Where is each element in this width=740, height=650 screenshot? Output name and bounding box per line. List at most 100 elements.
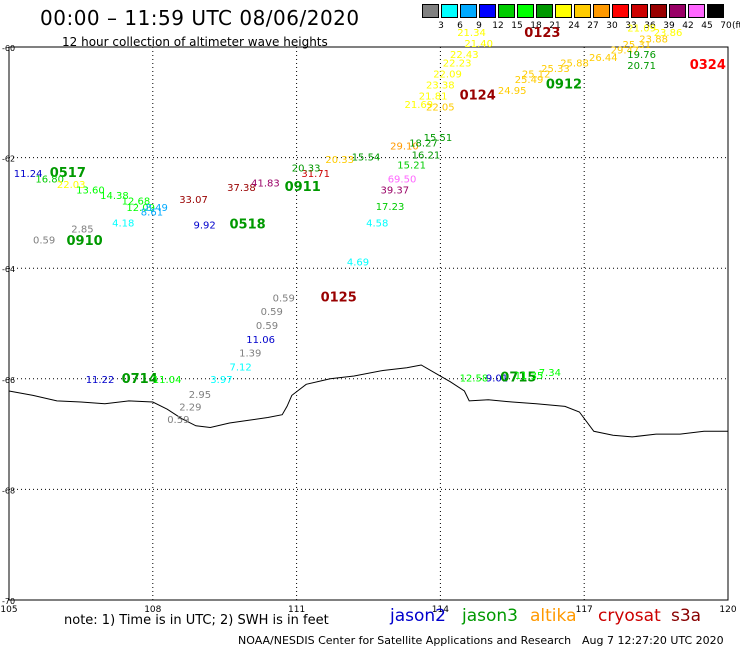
legend-swatch <box>593 4 610 18</box>
legend-label: 21 <box>549 21 561 31</box>
pass-time-label: 0715 <box>500 371 536 386</box>
wave-height-label: 41.83 <box>251 178 280 189</box>
wave-height-label: 2.95 <box>189 390 211 401</box>
wave-height-label: 20.33 <box>292 163 321 174</box>
legend-swatch <box>555 4 572 18</box>
wave-height-label: 0.59 <box>167 415 189 426</box>
page-title: 00:00 – 11:59 UTC 08/06/2020 <box>40 6 360 30</box>
wave-height-label: 23.38 <box>426 81 455 92</box>
page-subtitle: 12 hour collection of altimeter wave hei… <box>62 35 328 49</box>
wave-height-label: 25.31 <box>623 40 652 51</box>
wave-height-label: 8.61 <box>141 208 163 219</box>
wave-height-label: 2.29 <box>179 402 201 413</box>
wave-height-label: 8.49 <box>146 203 168 214</box>
wave-height-label: 11.04 <box>153 375 182 386</box>
lat-tick-label: -66 <box>2 376 15 385</box>
wave-height-label: 2.85 <box>71 224 93 235</box>
legend-label: 6 <box>457 21 463 31</box>
legend-swatch <box>650 4 667 18</box>
legend-swatch <box>479 4 496 18</box>
wave-height-label: 29.47 <box>611 46 640 57</box>
map-grid <box>9 47 728 600</box>
wave-height-label: 29.10 <box>390 141 419 152</box>
wave-height-label: 37.38 <box>227 183 256 194</box>
wave-height-label: 22.23 <box>443 58 472 69</box>
wave-height-label: 7.34 <box>539 368 561 379</box>
legend-swatch <box>669 4 686 18</box>
wave-height-label: 22.05 <box>426 103 455 114</box>
legend-label: 39 <box>663 21 675 31</box>
wave-height-label: 4.18 <box>112 219 134 230</box>
lon-tick-label: 105 <box>0 605 17 615</box>
wave-height-label: 11.24 <box>14 169 43 180</box>
legend-swatch <box>517 4 534 18</box>
wave-height-label: 0.59 <box>256 321 278 332</box>
wave-height-label: 16.80 <box>35 175 64 186</box>
legend-swatch <box>460 4 477 18</box>
pass-time-label: 0124 <box>460 89 496 104</box>
wave-height-label: 0.59 <box>261 307 283 318</box>
lon-tick-label: 108 <box>144 605 161 615</box>
lon-tick-label: 111 <box>288 605 305 615</box>
satellite-altika: altika <box>530 606 577 626</box>
legend-label: 12 <box>492 21 504 31</box>
wave-height-labels: 11.24 051716.8022.0313.6014.3812.6812.098… <box>14 24 726 427</box>
wave-height-label: 15.51 <box>424 133 453 144</box>
wave-height-label: 0.59 <box>273 293 295 304</box>
legend-label: 42 <box>682 21 694 31</box>
wave-height-label: 23.88 <box>639 35 668 46</box>
map-frame <box>8 46 729 601</box>
wave-height-label: 17.23 <box>376 202 405 213</box>
wave-height-label: 12.09 <box>126 203 155 214</box>
legend-label: 9 <box>476 21 482 31</box>
legend-swatch <box>688 4 705 18</box>
wave-height-label: 22.09 <box>433 69 462 80</box>
wave-height-label: 11.35 <box>515 371 544 382</box>
wave-height-label: 14.38 <box>100 191 129 202</box>
legend-label: 45 <box>701 21 713 31</box>
satellite-s3a: s3a <box>671 606 702 626</box>
wave-height-label: 39.37 <box>381 186 410 197</box>
wave-height-label: 69.50 <box>388 175 417 186</box>
wave-height-label: 18.27 <box>409 139 438 150</box>
legend-swatch <box>574 4 591 18</box>
wave-height-label: 4.58 <box>366 219 388 230</box>
lat-tick-label: -60 <box>2 44 15 53</box>
wave-height-label: 20.33 <box>325 155 354 166</box>
wave-height-label: 3.97 <box>210 375 232 386</box>
legend-label: 70 <box>720 21 732 31</box>
pass-time-label: 0518 <box>230 217 266 232</box>
wave-height-label: 15.21 <box>397 161 426 172</box>
wave-height-label: 11.22 <box>86 375 115 386</box>
wave-height-label: 21.69 <box>405 100 434 111</box>
wave-height-label: 15.54 <box>352 152 381 163</box>
wave-height-label: 21.40 <box>464 39 493 50</box>
map-tick-labels: 105 108 111 114 117 120 -60 -62 -64 -66 -68 -70 <box>0 44 736 615</box>
lat-tick-label: -64 <box>2 265 15 274</box>
wave-height-label: 22.03 <box>57 180 86 191</box>
legend-label: 3 <box>438 21 444 31</box>
wave-height-label: 23.86 <box>654 28 683 39</box>
legend-swatch <box>631 4 648 18</box>
wave-height-label: 25.88 <box>560 58 589 69</box>
wave-height-label: 20.71 <box>627 61 656 72</box>
legend-swatch <box>707 4 724 18</box>
wave-height-label: 21.81 <box>419 92 448 103</box>
lon-tick-label: 117 <box>576 605 593 615</box>
pass-time-label: 0911 <box>285 180 321 195</box>
legend-label: 33 <box>625 21 637 31</box>
pass-time-label: 0912 <box>546 78 582 93</box>
wave-height-label: 24.95 <box>498 86 527 97</box>
pass-time-label: 0125 <box>321 290 357 305</box>
legend-swatch <box>536 4 553 18</box>
legend-label: 24 <box>568 21 580 31</box>
wave-height-label: 19.76 <box>627 50 656 61</box>
wave-height-label: 25.12 <box>522 69 551 80</box>
legend-swatch <box>498 4 515 18</box>
legend-swatch <box>422 4 439 18</box>
lat-tick-label: -62 <box>2 155 15 164</box>
legend-unit: (ft) <box>732 21 740 31</box>
wave-height-label: 21.34 <box>457 28 486 39</box>
satellite-jason3: jason3 <box>462 606 518 626</box>
